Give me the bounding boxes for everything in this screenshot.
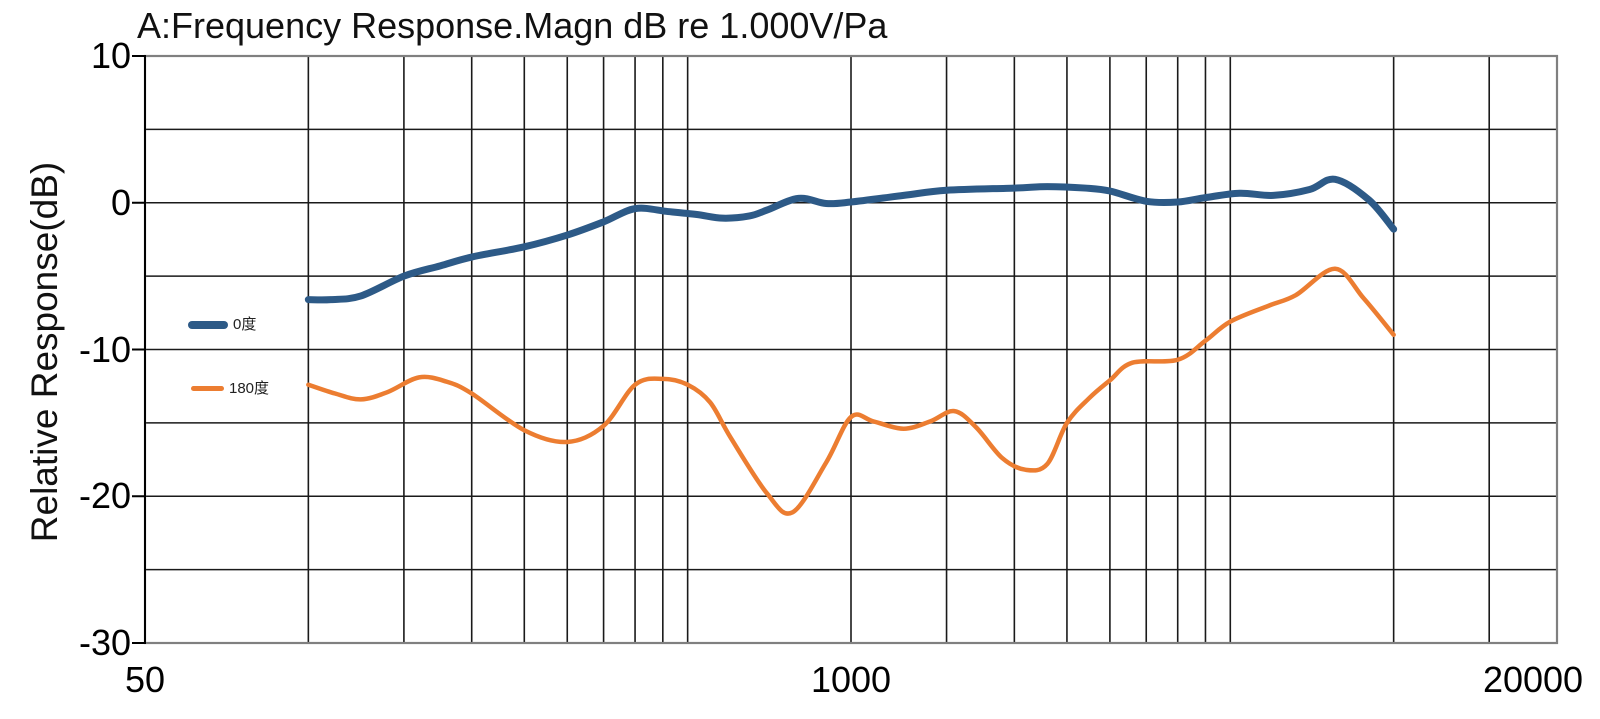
- chart-title: A:Frequency Response.Magn dB re 1.000V/P…: [137, 5, 888, 46]
- legend-label-0deg: 0度: [233, 316, 257, 333]
- x-tick-label-1000: 1000: [810, 659, 892, 700]
- y-tick-label-minus30: -30: [78, 622, 131, 663]
- legend-swatch-180deg: [191, 386, 224, 391]
- y-tick-label-minus20: -20: [78, 475, 131, 517]
- x-tick-label-50: 50: [124, 659, 166, 700]
- y-tick-label-10: 10: [90, 35, 131, 76]
- legend-swatch-0deg: [188, 320, 228, 329]
- y-tick-label-minus10: -10: [78, 328, 131, 370]
- legend-item-0deg: 0度: [188, 317, 256, 332]
- x-tick-label-20000: 20000: [1482, 659, 1584, 700]
- legend-label-180deg: 180度: [229, 380, 270, 397]
- y-tick-label-0: 0: [110, 181, 131, 223]
- legend-item-180deg: 180度: [191, 381, 269, 396]
